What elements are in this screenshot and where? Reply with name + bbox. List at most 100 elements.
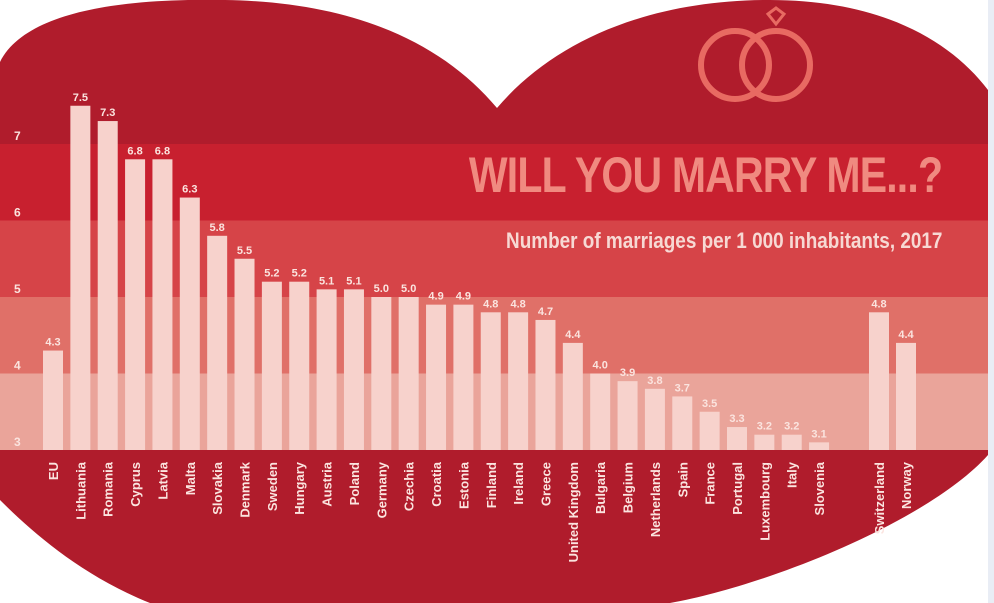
data-label: 4.8 [483,298,498,310]
data-label: 3.5 [702,398,717,410]
scrollbar[interactable] [988,0,994,603]
category-label: Romania [101,461,116,517]
data-label: 6.8 [155,145,170,157]
bar [207,235,228,450]
data-label: 4.0 [593,360,608,372]
data-label: 5.5 [237,245,252,257]
category-label: Slovakia [210,461,225,515]
data-label: 4.4 [565,329,581,341]
category-label: France [703,462,718,505]
category-label: Slovenia [812,461,827,515]
category-label: Germany [374,461,389,518]
category-label: EU [46,462,61,480]
bar [754,434,775,450]
data-label: 5.8 [210,222,225,234]
data-label: 4.3 [45,337,60,349]
category-label: Bulgaria [593,461,608,514]
bar [535,319,556,450]
category-label: Belgium [621,462,636,513]
data-label: 7.5 [73,92,88,104]
data-label: 5.0 [374,283,389,295]
category-label: Austria [320,461,335,507]
wedding-rings-icon [698,6,813,102]
y-axis: 3 4 5 6 7 [14,129,21,449]
data-label: 4.8 [510,298,525,310]
y-tick-label: 4 [14,359,21,373]
chart-title: WILL YOU MARRY ME...? [468,147,943,203]
category-label: United Kingdom [566,462,581,562]
data-label: 3.8 [647,375,662,387]
category-label: Greece [538,462,553,506]
bar [672,396,693,450]
category-label: Estonia [456,461,471,509]
value-labels: 4.3 7.5 7.3 6.8 6.8 6.3 5.8 5.5 5.2 5.2 5.1 5.1 5.0 5… [45,92,914,441]
data-label: 4.9 [428,291,443,303]
category-label: Norway [899,461,914,509]
data-label: 4.8 [871,298,886,310]
y-tick-label: 5 [14,282,21,296]
data-label: 3.3 [729,413,744,425]
data-label: 7.3 [100,107,115,119]
bar [179,197,200,450]
bar [398,297,419,450]
category-label: Lithuania [73,461,88,520]
bar [152,159,173,451]
bar [727,427,747,450]
data-label: 4.7 [538,306,553,318]
category-label: Ireland [511,462,526,505]
bar [590,373,611,450]
bar [480,312,501,450]
bar [426,304,447,450]
category-label: Hungary [292,461,307,515]
category-label: Switzerland [872,462,887,534]
bar [699,411,720,450]
data-label: 3.2 [757,421,772,433]
bar [869,312,889,450]
data-label: 4.9 [456,291,471,303]
category-label: Croatia [429,461,444,507]
bar [809,442,830,450]
data-label: 5.2 [292,268,307,280]
category-label: Luxembourg [757,462,772,541]
bar [70,105,91,450]
data-label: 5.2 [264,268,279,280]
bar [617,381,638,450]
bar [234,258,255,450]
category-label: Italy [785,461,800,488]
category-label: Malta [183,461,198,495]
category-label: Poland [347,462,362,505]
data-label: 5.1 [319,275,334,287]
bar [289,281,310,450]
chart-subtitle: Number of marriages per 1 000 inhabitant… [505,228,942,253]
data-label: 5.0 [401,283,416,295]
bar [261,281,282,450]
data-label: 4.4 [898,329,914,341]
bar [343,289,364,450]
bar [316,289,337,450]
bar [453,304,474,450]
category-label: Cyprus [128,462,143,507]
category-label: Sweden [265,462,280,511]
data-label: 3.1 [811,428,826,440]
bar [896,342,916,450]
bar [644,388,665,450]
category-label: Czechia [402,461,417,511]
bar [97,121,118,451]
category-label: Latvia [155,461,170,499]
data-label: 6.3 [182,184,197,196]
category-label: Spain [675,462,690,497]
category-label: Netherlands [648,462,663,537]
data-label: 6.8 [127,145,142,157]
data-label: 3.2 [784,421,799,433]
data-label: 3.7 [675,382,690,394]
x-axis: EU Lithuania Romania Cyprus Latvia Malta Slova… [46,461,914,562]
bar [125,159,146,451]
category-label: Finland [484,462,499,508]
data-label: 5.1 [346,275,361,287]
bar [781,434,802,450]
bar [508,312,529,450]
y-tick-label: 6 [14,206,21,220]
data-label: 3.9 [620,367,635,379]
